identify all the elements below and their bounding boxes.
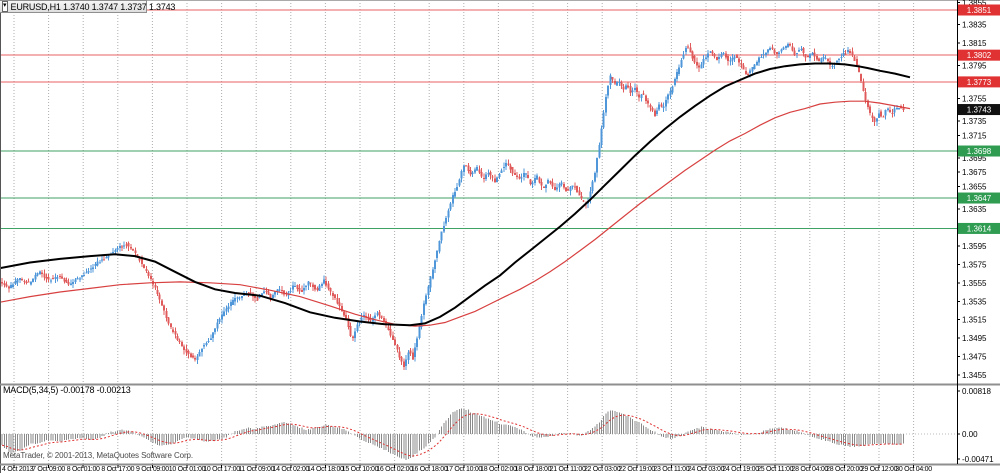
time-tick-label: 15 Oct 10:00: [342, 466, 379, 473]
price-tick-label: 1.3855: [962, 0, 987, 7]
macd-tick-label: -0.00471: [962, 455, 994, 464]
price-tick-label: 1.3495: [962, 334, 987, 343]
resistance-badge-label: 1.3802: [967, 51, 992, 60]
price-tick-label: 1.3655: [962, 183, 987, 192]
support-badge-label: 1.3698: [967, 147, 992, 156]
time-tick-label: 14 Oct 18:00: [307, 466, 344, 473]
price-tick-label: 1.3555: [962, 279, 987, 288]
macd-tick-label: 0.00: [962, 430, 978, 439]
price-axis[interactable]: 1.3855 1.3835 1.3815 1.3795 1.3755 1.3735 1.37…: [957, 0, 1000, 380]
time-tick-label: 23 Oct 11:00: [653, 466, 689, 473]
macd-pane: [0, 408, 957, 461]
resistance-price-badge: [958, 49, 1000, 61]
time-tick-label: 8 Oct 01:00: [67, 466, 100, 473]
time-tick-label: 18 Oct 18:00: [515, 466, 552, 473]
candles-layer: [1, 42, 905, 371]
time-tick-label: 25 Oct 11:00: [757, 466, 793, 473]
support-price-badge: [958, 222, 1000, 234]
moving-averages: [0, 62, 911, 327]
resistance-badge-label: 1.3773: [967, 78, 992, 87]
time-tick-label: 7 Oct 09:00: [32, 466, 65, 473]
time-tick-label: 22 Oct 19:00: [619, 466, 656, 473]
time-tick-label: 28 Oct 20:00: [826, 466, 863, 473]
price-tick-label: 1.3675: [962, 168, 987, 177]
macd-indicator-label: MACD(5,34,5) -0.00178 -0.00213: [3, 385, 131, 395]
support-price-badge: [958, 192, 1000, 204]
level-lines: [0, 9, 957, 229]
support-badge-label: 1.3614: [967, 224, 992, 233]
time-tick-label: 21 Oct 11:00: [550, 466, 586, 473]
time-tick-label: 14 Oct 02:00: [273, 466, 310, 473]
price-tick-label: 1.3515: [962, 316, 987, 325]
macd-signal-line: [1, 413, 904, 457]
window-title: EURUSD,H1 1.3740 1.3747 1.3737 1.3743: [10, 1, 176, 12]
price-tick-label: 1.3455: [962, 371, 987, 380]
current-price-badge: [958, 104, 1000, 116]
chart-window-icon: ▾: [2, 1, 8, 12]
price-tick-label: 1.3695: [962, 154, 987, 163]
price-tick-label: 1.3755: [962, 94, 987, 103]
time-tick-label: 16 Oct 02:00: [376, 466, 413, 473]
support-price-badge: [958, 145, 1000, 157]
price-tick-label: 1.3815: [962, 39, 987, 48]
price-tick-label: 1.3795: [962, 62, 987, 71]
support-badge-label: 1.3647: [967, 194, 992, 203]
time-tick-label: 29 Oct 12:00: [861, 466, 898, 473]
macd-axis[interactable]: 0.00818 0.00 -0.00471: [957, 387, 994, 464]
resistance-price-badge: [958, 76, 1000, 88]
resistance-price-badge: [958, 4, 1000, 16]
ma-black-line: [0, 62, 911, 327]
time-tick-label: 9 Oct 09:00: [136, 466, 169, 473]
time-tick-label: 11 Oct 09:00: [238, 466, 274, 473]
price-tick-label: 1.3475: [962, 353, 987, 362]
current-badge-label: 1.3743: [967, 106, 992, 115]
macd-tick-label: 0.00818: [962, 387, 991, 396]
price-tick-label: 1.3835: [962, 21, 987, 30]
price-tick-label: 1.3715: [962, 131, 987, 140]
time-tick-label: 17 Oct 10:00: [446, 466, 483, 473]
time-tick-label: 8 Oct 17:00: [101, 466, 134, 473]
ma-red-line: [0, 100, 911, 327]
time-tick-label: 28 Oct 04:00: [792, 466, 829, 473]
time-tick-label: 4 Oct 2013: [2, 466, 34, 473]
time-tick-label: 22 Oct 03:00: [584, 466, 621, 473]
watermark-text: MetaTrader, © 2001-2013, MetaQuotes Soft…: [3, 451, 194, 460]
price-tick-label: 1.3575: [962, 260, 987, 269]
time-tick-label: 24 Oct 19:00: [722, 466, 759, 473]
window-titlebar[interactable]: ▾ EURUSD,H1 1.3740 1.3747 1.3737 1.3743: [0, 0, 175, 13]
time-tick-label: 24 Oct 03:00: [688, 466, 725, 473]
price-tick-label: 1.3535: [962, 297, 987, 306]
time-tick-label: 16 Oct 18:00: [411, 466, 448, 473]
time-tick-label: 30 Oct 04:00: [895, 466, 932, 473]
time-tick-label: 10 Oct 17:00: [203, 466, 240, 473]
grid-lines: [13, 0, 915, 464]
price-tick-label: 1.3635: [962, 205, 987, 214]
resistance-badge-label: 1.3851: [967, 6, 992, 15]
price-tick-label: 1.3595: [962, 242, 987, 251]
time-tick-label: 18 Oct 02:00: [480, 466, 517, 473]
price-tick-label: 1.3735: [962, 117, 987, 126]
time-tick-label: 10 Oct 01:00: [169, 466, 206, 473]
